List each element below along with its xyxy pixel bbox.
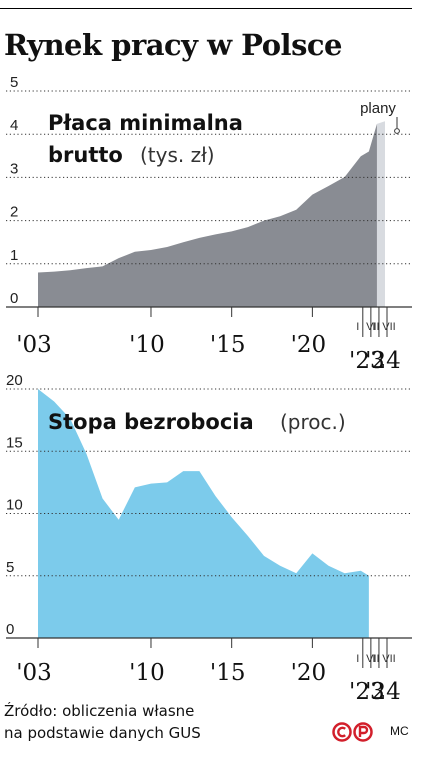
unemployment-title-unit: (proc.)	[280, 410, 346, 434]
x-subyear-label: '24	[365, 679, 401, 705]
y-tick-label: 4	[10, 117, 18, 134]
y-tick-label: 10	[6, 497, 23, 514]
x-subyear-label: '23	[349, 348, 385, 374]
y-tick-label: 20	[6, 372, 23, 389]
wage-area	[38, 123, 377, 307]
author-credit: MC	[390, 724, 409, 738]
copyright-logo	[332, 722, 373, 742]
x-tick-label: '03	[16, 660, 52, 686]
plan-label: plany	[360, 100, 396, 117]
unemployment-title: Stopa bezrobocia	[48, 410, 254, 434]
x-subtick-label: VII	[382, 653, 395, 665]
x-subtick-label: VII	[366, 321, 379, 333]
page-title: Rynek pracy w Polsce	[4, 28, 343, 62]
wage-title-line-1: Płaca minimalna	[48, 111, 243, 135]
x-subtick-label: I	[356, 653, 359, 665]
y-tick-label: 1	[10, 247, 18, 264]
y-tick-label: 5	[10, 74, 18, 91]
source-note: Źródło: obliczenia własne na podstawie d…	[4, 700, 201, 744]
x-subtick-label: I	[372, 653, 375, 665]
x-subyear-label: '24	[365, 348, 401, 374]
source-line-2: na podstawie danych GUS	[4, 724, 201, 742]
x-tick-label: '20	[291, 660, 327, 686]
x-subtick-label: I	[356, 321, 359, 333]
x-tick-label: '03	[16, 332, 52, 358]
wage-plan-area	[376, 121, 386, 308]
wage-title-line-2: brutto	[48, 143, 123, 167]
wage-title-unit: (tys. zł)	[140, 143, 215, 167]
y-tick-label: 3	[10, 160, 18, 177]
x-tick-label: '15	[210, 332, 246, 358]
top-rule	[0, 8, 412, 9]
x-tick-label: '10	[129, 660, 165, 686]
x-tick-label: '15	[210, 660, 246, 686]
y-tick-label: 0	[6, 621, 14, 638]
x-subtick-label: I	[372, 321, 375, 333]
x-tick-label: '10	[129, 332, 165, 358]
source-line-1: Źródło: obliczenia własne	[4, 702, 195, 720]
y-tick-label: 0	[10, 290, 18, 307]
y-tick-label: 2	[10, 204, 18, 221]
wage-chart: 0 1 2 3 4 5 Płaca minimalna brutto (tys. zł) plan…	[6, 74, 412, 374]
x-subtick-label: VII	[382, 321, 395, 333]
y-tick-label: 15	[6, 434, 23, 451]
x-subtick-label: VII	[366, 653, 379, 665]
plan-marker	[394, 128, 400, 134]
x-tick-label: '20	[291, 332, 327, 358]
x-subyear-label: '23	[349, 679, 385, 705]
y-tick-label: 5	[6, 559, 14, 576]
